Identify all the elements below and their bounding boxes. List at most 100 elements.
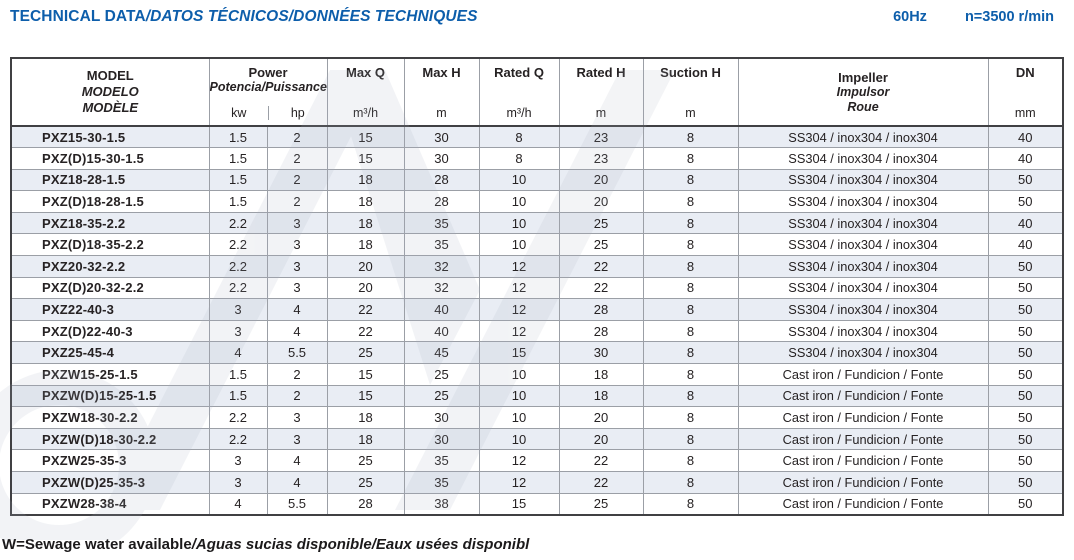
power-label: Power — [248, 65, 288, 80]
cell-rated_q: 10 — [478, 363, 560, 386]
cell-model: PXZ20-32-2.2 — [10, 255, 210, 278]
cell-suction_h: 8 — [642, 384, 739, 408]
column-header-dn: DN mm — [987, 57, 1064, 127]
cell-rated_q: 12 — [478, 255, 560, 278]
model-label-es: MODELO — [81, 84, 139, 99]
cell-max_h: 35 — [403, 211, 480, 235]
cell-suction_h: 8 — [642, 406, 739, 429]
cell-max_h: 32 — [403, 255, 480, 278]
cell-max_h: 40 — [403, 319, 480, 343]
cell-max_q: 25 — [326, 449, 405, 472]
cell-model: PXZ(D)18-35-2.2 — [10, 233, 210, 257]
cell-rated_h: 22 — [558, 276, 644, 300]
cell-max_q: 18 — [326, 211, 405, 235]
cell-rated_q: 12 — [478, 449, 560, 472]
column-header-impeller: Impeller Impulsor Roue — [737, 57, 989, 127]
cell-model: PXZW18-30-2.2 — [10, 406, 210, 429]
cell-suction_h: 8 — [642, 427, 739, 451]
cell-hp: 2 — [266, 147, 328, 170]
cell-rated_h: 23 — [558, 125, 644, 149]
cell-model: PXZW(D)15-25-1.5 — [10, 384, 210, 408]
cell-rated_q: 10 — [478, 384, 560, 408]
impeller-label-es: Impulsor — [836, 84, 890, 99]
cell-impeller: Cast iron / Fundicion / Fonte — [737, 427, 989, 451]
dn-unit: mm — [1014, 106, 1036, 120]
column-header-rated-q: Rated Q m³/h — [478, 57, 560, 127]
cell-impeller: Cast iron / Fundicion / Fonte — [737, 471, 989, 494]
table-row: PXZW(D)18-30-2.2 2.2 3 18 30 10 20 8 Cast iron /… — [10, 427, 1064, 451]
cell-max_h: 28 — [403, 168, 480, 192]
column-header-suction-h: Suction H m — [642, 57, 739, 127]
table-row: PXZ(D)18-35-2.2 2.2 3 18 35 10 25 8 SS304 / inox… — [10, 233, 1064, 257]
cell-suction_h: 8 — [642, 341, 739, 365]
max-h-label: Max H — [422, 65, 461, 80]
table-row: PXZ18-28-1.5 1.5 2 18 28 10 20 8 SS304 / inox304… — [10, 168, 1064, 192]
cell-kw: 3 — [208, 471, 268, 494]
footer-main: W=Sewage water available — [2, 536, 192, 553]
cell-suction_h: 8 — [642, 211, 739, 235]
cell-max_h: 40 — [403, 298, 480, 321]
table-row: PXZ18-35-2.2 2.2 3 18 35 10 25 8 SS304 / inox304… — [10, 211, 1064, 235]
table-row: PXZW(D)15-25-1.5 1.5 2 15 25 10 18 8 Cast iron /… — [10, 384, 1064, 408]
cell-kw: 1.5 — [208, 190, 268, 213]
column-header-rated-h: Rated H m — [558, 57, 644, 127]
cell-kw: 2.2 — [208, 276, 268, 300]
cell-hp: 3 — [266, 406, 328, 429]
cell-hp: 2 — [266, 384, 328, 408]
cell-model: PXZ25-45-4 — [10, 341, 210, 365]
cell-rated_q: 12 — [478, 319, 560, 343]
footer-note: W=Sewage water available/Aguas sucias di… — [2, 536, 529, 553]
rated-q-label: Rated Q — [494, 65, 544, 80]
cell-dn: 50 — [987, 384, 1064, 408]
cell-impeller: Cast iron / Fundicion / Fonte — [737, 449, 989, 472]
cell-dn: 50 — [987, 427, 1064, 451]
cell-rated_q: 8 — [478, 125, 560, 149]
page-title: TECHNICAL DATA/DATOS TÉCNICOS/DONNÉES TE… — [10, 8, 478, 26]
cell-max_h: 28 — [403, 190, 480, 213]
cell-hp: 3 — [266, 211, 328, 235]
cell-rated_h: 25 — [558, 492, 644, 516]
cell-dn: 50 — [987, 492, 1064, 516]
cell-suction_h: 8 — [642, 492, 739, 516]
cell-model: PXZW(D)18-30-2.2 — [10, 427, 210, 451]
column-header-model: MODEL MODELO MODÈLE — [10, 57, 210, 127]
cell-max_h: 35 — [403, 449, 480, 472]
cell-hp: 3 — [266, 233, 328, 257]
cell-suction_h: 8 — [642, 449, 739, 472]
cell-dn: 50 — [987, 449, 1064, 472]
cell-model: PXZ15-30-1.5 — [10, 125, 210, 149]
table-row: PXZ(D)22-40-3 3 4 22 40 12 28 8 SS304 / inox304 … — [10, 319, 1064, 343]
cell-dn: 40 — [987, 233, 1064, 257]
table-row: PXZW15-25-1.5 1.5 2 15 25 10 18 8 Cast iron / Fu… — [10, 363, 1064, 386]
footer-secondary: /Aguas sucias disponible/Eaux usées disp… — [191, 536, 530, 553]
cell-rated_h: 22 — [558, 449, 644, 472]
cell-rated_h: 22 — [558, 471, 644, 494]
cell-dn: 50 — [987, 341, 1064, 365]
unit-hp: hp — [268, 106, 326, 120]
cell-max_h: 25 — [403, 384, 480, 408]
cell-max_h: 35 — [403, 233, 480, 257]
cell-max_q: 22 — [326, 298, 405, 321]
cell-hp: 3 — [266, 276, 328, 300]
model-label-en: MODEL — [86, 68, 134, 83]
cell-kw: 3 — [208, 319, 268, 343]
cell-dn: 50 — [987, 298, 1064, 321]
cell-impeller: SS304 / inox304 / inox304 — [737, 211, 989, 235]
cell-hp: 3 — [266, 255, 328, 278]
power-sublabel: Potencia/Puissance — [209, 80, 327, 94]
cell-rated_q: 10 — [478, 427, 560, 451]
cell-impeller: Cast iron / Fundicion / Fonte — [737, 406, 989, 429]
cell-dn: 40 — [987, 211, 1064, 235]
cell-max_h: 30 — [403, 427, 480, 451]
cell-dn: 50 — [987, 406, 1064, 429]
column-header-power: Power Potencia/Puissance kw hp — [208, 57, 328, 127]
cell-max_q: 28 — [326, 492, 405, 516]
cell-impeller: SS304 / inox304 / inox304 — [737, 255, 989, 278]
cell-suction_h: 8 — [642, 168, 739, 192]
cell-dn: 50 — [987, 363, 1064, 386]
cell-suction_h: 8 — [642, 125, 739, 149]
cell-rated_q: 10 — [478, 190, 560, 213]
cell-max_q: 20 — [326, 276, 405, 300]
max-q-label: Max Q — [346, 65, 386, 80]
